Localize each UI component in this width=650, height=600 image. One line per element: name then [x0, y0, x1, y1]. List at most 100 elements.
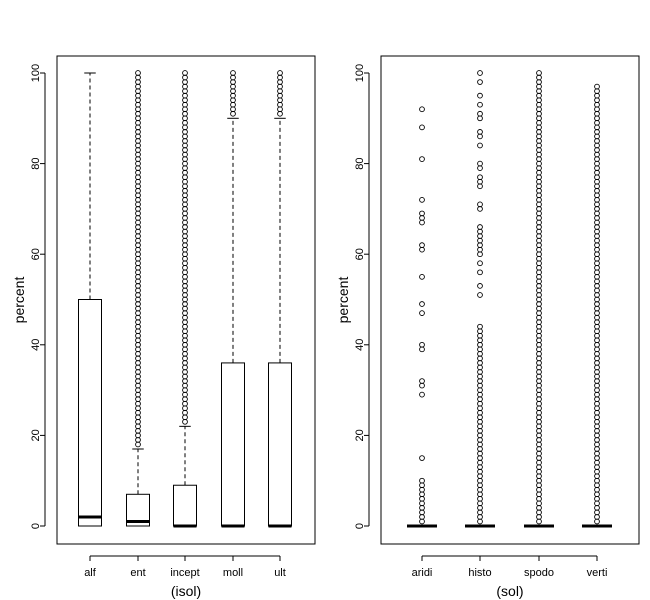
outlier-point [477, 115, 483, 122]
outlier-point [594, 251, 600, 258]
outlier-point [594, 405, 600, 412]
outlier-point [135, 210, 141, 217]
outlier-point [182, 391, 188, 398]
outlier-point [594, 473, 600, 480]
outlier-point [135, 391, 141, 398]
box-histo [465, 70, 495, 528]
outlier-point [419, 219, 425, 226]
x-axis-title: (isol) [171, 583, 201, 599]
outlier-point [135, 274, 141, 280]
outlier-point [536, 473, 542, 480]
outlier-point [536, 468, 542, 475]
outlier-point [477, 441, 483, 448]
outlier-point [594, 328, 600, 335]
outlier-point [536, 459, 542, 466]
outlier-point [477, 360, 483, 366]
outlier-point [594, 391, 600, 398]
outlier-point [135, 251, 141, 258]
outlier-point [594, 364, 600, 371]
box-aridi [407, 106, 437, 528]
outlier-point [477, 414, 483, 421]
outlier-point [594, 428, 600, 434]
outlier-point [135, 360, 141, 366]
outlier-point [594, 255, 600, 262]
outlier-point [477, 92, 483, 99]
outlier-point [135, 432, 141, 439]
x-tick-label: alf [84, 567, 97, 579]
outlier-point [594, 360, 600, 366]
outlier-point [182, 287, 188, 294]
y-axis-title: percent [335, 277, 351, 324]
outlier-point [182, 264, 188, 271]
outlier-point [419, 391, 425, 398]
outlier-point [477, 369, 483, 375]
outlier-point [536, 382, 542, 389]
outlier-point [594, 477, 600, 484]
outlier-point [594, 486, 600, 493]
outlier-point [594, 500, 600, 507]
outlier-point [477, 409, 483, 416]
outlier-point [536, 314, 542, 321]
x-tick-label: verti [587, 567, 608, 579]
outlier-point [135, 292, 141, 298]
y-tick-label: 60 [354, 248, 366, 260]
outlier-point [419, 486, 425, 493]
outlier-point [419, 156, 425, 162]
outlier-point [477, 328, 483, 335]
outlier-point [419, 495, 425, 502]
outlier-point [135, 287, 141, 294]
outlier-point [182, 310, 188, 316]
outlier-point [419, 382, 425, 389]
outlier-point [477, 201, 483, 208]
box-iqr [221, 362, 245, 527]
outlier-point [594, 418, 600, 425]
outlier-point [135, 278, 141, 285]
outlier-point [536, 264, 542, 271]
outlier-point [477, 387, 483, 393]
outlier-point [594, 446, 600, 452]
y-axis-title: percent [11, 277, 27, 324]
outlier-point [536, 369, 542, 375]
outlier-point [419, 378, 425, 384]
outlier-point [419, 246, 425, 253]
outlier-point [536, 292, 542, 298]
outlier-point [594, 369, 600, 375]
outlier-point [230, 70, 236, 76]
outlier-point [135, 305, 141, 312]
outlier-point [536, 437, 542, 443]
outlier-point [419, 124, 425, 131]
outlier-point [594, 283, 600, 289]
outlier-point [594, 437, 600, 443]
outlier-point [536, 337, 542, 344]
outlier-point [419, 455, 425, 461]
outlier-point [135, 283, 141, 289]
outlier-point [277, 70, 283, 76]
outlier-point [419, 106, 425, 113]
outlier-point [135, 423, 141, 430]
outlier-point [182, 260, 188, 267]
outlier-point [182, 341, 188, 348]
outlier-point [182, 151, 188, 158]
outlier-point [536, 305, 542, 312]
outlier-point [536, 274, 542, 280]
outlier-point [594, 292, 600, 298]
outlier-point [536, 296, 542, 303]
outlier-point [182, 409, 188, 416]
outlier-point [182, 274, 188, 280]
outlier-point [536, 255, 542, 262]
outlier-point [536, 378, 542, 384]
x-tick-label: ult [274, 567, 286, 579]
outlier-point [477, 341, 483, 348]
outlier-point [135, 405, 141, 412]
y-tick-label: 60 [30, 248, 42, 260]
outlier-point [536, 423, 542, 430]
outlier-point [135, 418, 141, 425]
outlier-point [182, 396, 188, 403]
outlier-point [594, 455, 600, 461]
outlier-point [477, 455, 483, 461]
outlier-point [477, 428, 483, 434]
outlier-point [477, 491, 483, 498]
outlier-point [594, 409, 600, 416]
x-tick-label: histo [468, 567, 491, 579]
outlier-point [594, 323, 600, 330]
